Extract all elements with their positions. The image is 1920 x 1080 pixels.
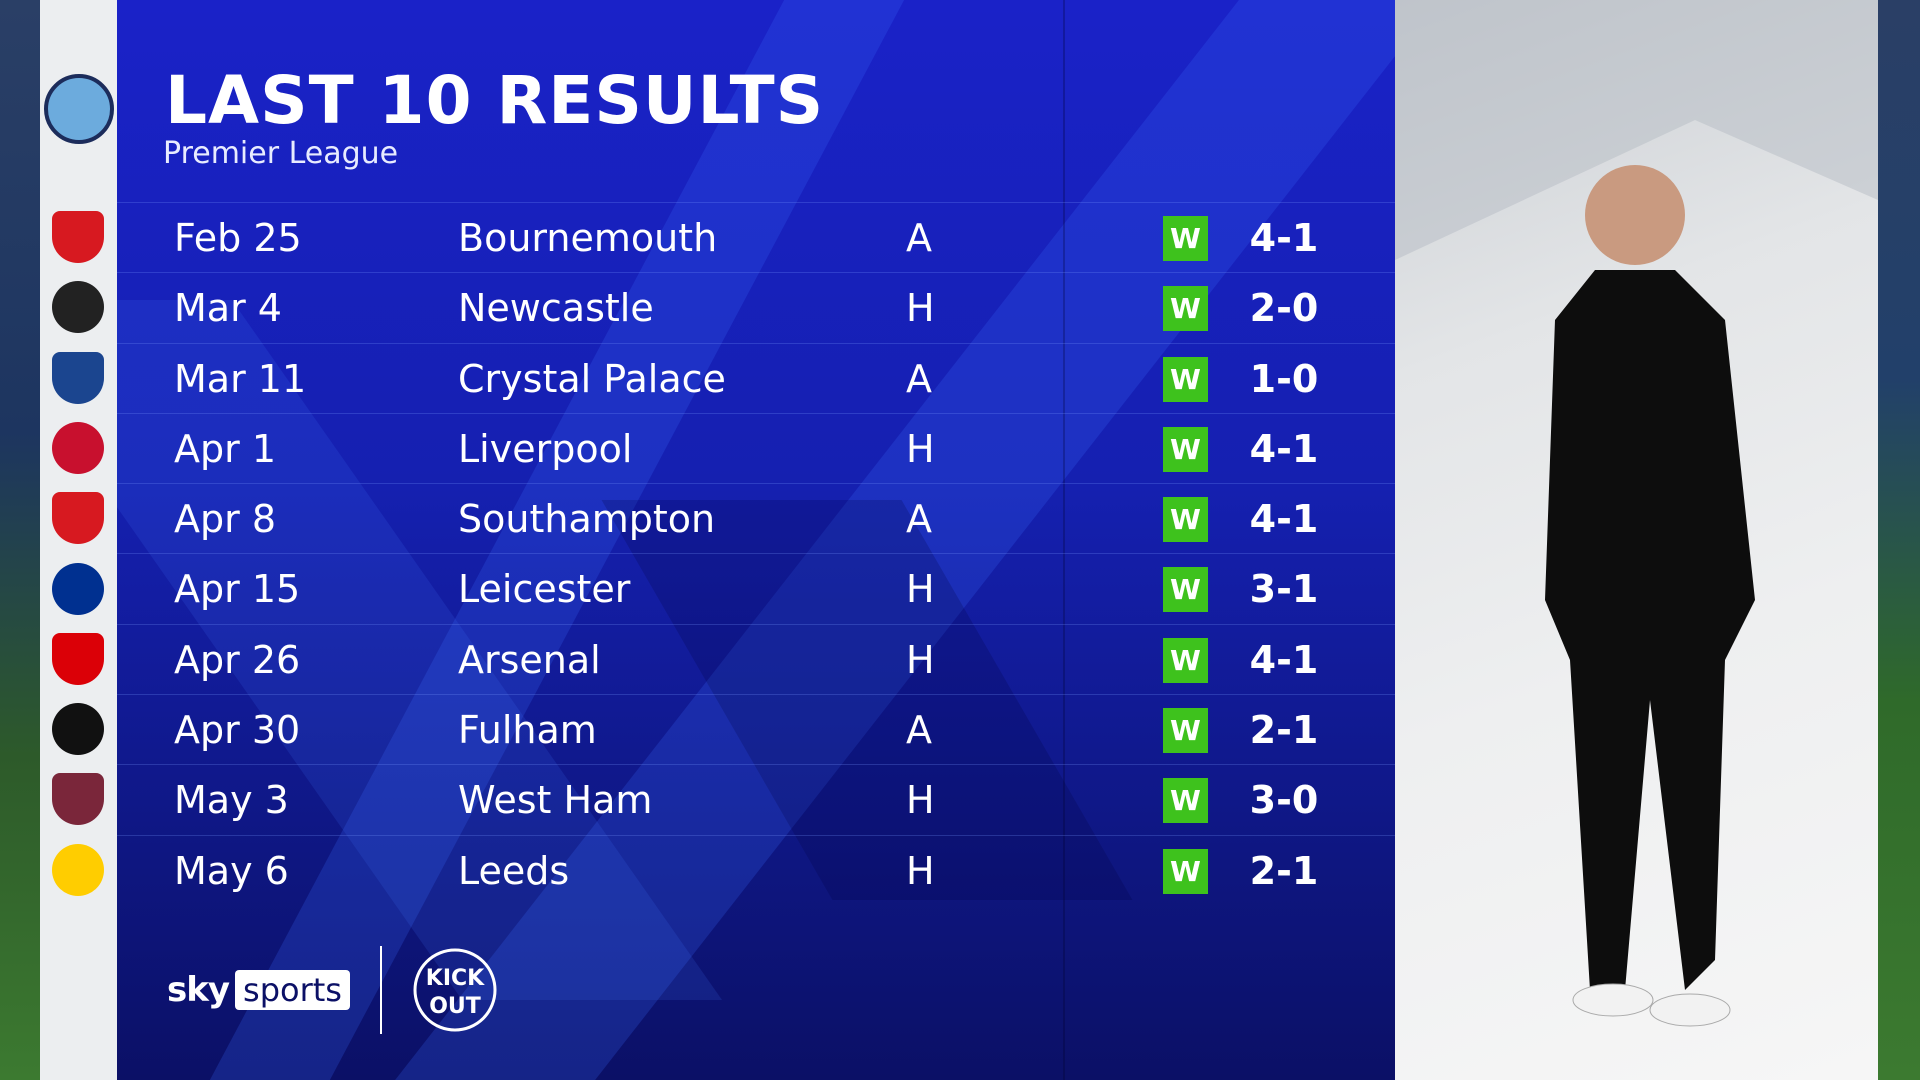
result-badge: W (1163, 848, 1208, 894)
venue: H (906, 567, 935, 612)
venue: H (906, 848, 935, 893)
match-date: Apr 30 (174, 708, 301, 753)
opponent-name: Arsenal (458, 637, 601, 682)
opponent-crest-icon (52, 281, 104, 334)
opponent-crest-icon (52, 351, 104, 404)
manchester-city-crest-icon (44, 74, 114, 144)
result-badge: W (1163, 637, 1208, 683)
result-badge: W (1163, 356, 1208, 402)
match-date: May 6 (174, 848, 289, 893)
opponent-crest-icon (52, 703, 104, 756)
venue: A (906, 497, 932, 542)
result-badge: W (1163, 286, 1208, 332)
match-date: Apr 1 (174, 426, 276, 471)
result-row: Apr 1 Liverpool H W 4-1 (117, 412, 1395, 483)
result-badge: W (1163, 567, 1208, 613)
opponent-crest-icon (52, 773, 104, 826)
result-row: Apr 8 Southampton A W 4-1 (117, 483, 1395, 553)
opponent-name: Crystal Palace (458, 356, 726, 401)
opponent-name: Leeds (458, 848, 570, 893)
result-row: Mar 11 Crystal Palace A W 1-0 (117, 342, 1395, 413)
page-title: LAST 10 RESULTS (165, 62, 825, 139)
opponent-crest-icon (52, 843, 104, 896)
kick-it-out-logo: KICK OUT (413, 948, 497, 1032)
footer-logos: sky sports KICK OUT (167, 945, 498, 1035)
venue: A (906, 356, 932, 401)
result-badge: W (1163, 497, 1208, 543)
score: 4-1 (1249, 637, 1319, 682)
result-row: Apr 15 Leicester H W 3-1 (117, 553, 1395, 623)
opponent-crest-icon (52, 632, 104, 685)
opponent-name: Bournemouth (458, 216, 718, 260)
stadium-background-right (1878, 0, 1920, 1080)
result-row: Apr 26 Arsenal H W 4-1 (117, 623, 1395, 694)
result-row: May 3 West Ham H W 3-0 (117, 764, 1395, 834)
opponent-crest-icon (52, 492, 104, 545)
score: 2-1 (1249, 848, 1319, 893)
opponent-crest-icon (52, 421, 104, 474)
sky-logo: sky (167, 970, 230, 1010)
stadium-background-left (0, 0, 40, 1080)
result-row: Mar 4 Newcastle H W 2-0 (117, 272, 1395, 342)
opponent-crest-icon (52, 562, 104, 615)
venue: A (906, 216, 932, 260)
opponent-name: Newcastle (458, 286, 654, 331)
venue: H (906, 778, 935, 823)
opponent-name: West Ham (458, 778, 653, 823)
match-date: Feb 25 (174, 216, 302, 260)
results-panel: LAST 10 RESULTS Premier League Feb 25 Bo… (117, 0, 1395, 1080)
result-row: Feb 25 Bournemouth A W 4-1 (117, 202, 1395, 272)
match-date: Mar 11 (174, 356, 307, 401)
score: 4-1 (1249, 216, 1319, 260)
svg-text:OUT: OUT (429, 994, 481, 1019)
venue: H (906, 637, 935, 682)
results-table: Feb 25 Bournemouth A W 4-1 Mar 4 Newcastl… (117, 202, 1395, 905)
match-date: Apr 8 (174, 497, 276, 542)
match-date: Mar 4 (174, 286, 282, 331)
crest-column (40, 0, 117, 1080)
venue: H (906, 426, 935, 471)
venue: A (906, 708, 932, 753)
score: 2-1 (1249, 708, 1319, 753)
manager-photo (1395, 0, 1878, 1080)
result-badge: W (1163, 216, 1208, 261)
score: 4-1 (1249, 426, 1319, 471)
opponent-name: Fulham (458, 708, 597, 753)
score: 3-0 (1249, 778, 1319, 823)
venue: H (906, 286, 935, 331)
svg-text:KICK: KICK (426, 966, 485, 991)
result-badge: W (1163, 426, 1208, 472)
logo-divider (379, 946, 382, 1034)
column-divider (1063, 0, 1065, 1080)
match-date: Apr 26 (174, 637, 301, 682)
sports-logo: sports (235, 970, 350, 1010)
competition-subtitle: Premier League (163, 136, 399, 171)
match-date: Apr 15 (174, 567, 301, 612)
score: 1-0 (1249, 356, 1319, 401)
result-badge: W (1163, 778, 1208, 824)
result-badge: W (1163, 708, 1208, 754)
result-row: Apr 30 Fulham A W 2-1 (117, 694, 1395, 764)
result-row: May 6 Leeds H W 2-1 (117, 834, 1395, 905)
opponent-name: Leicester (458, 567, 631, 612)
opponent-name: Liverpool (458, 426, 633, 471)
opponent-crest-icon (52, 211, 104, 263)
score: 4-1 (1249, 497, 1319, 542)
opponent-name: Southampton (458, 497, 716, 542)
score: 3-1 (1249, 567, 1319, 612)
match-date: May 3 (174, 778, 289, 823)
score: 2-0 (1249, 286, 1319, 331)
